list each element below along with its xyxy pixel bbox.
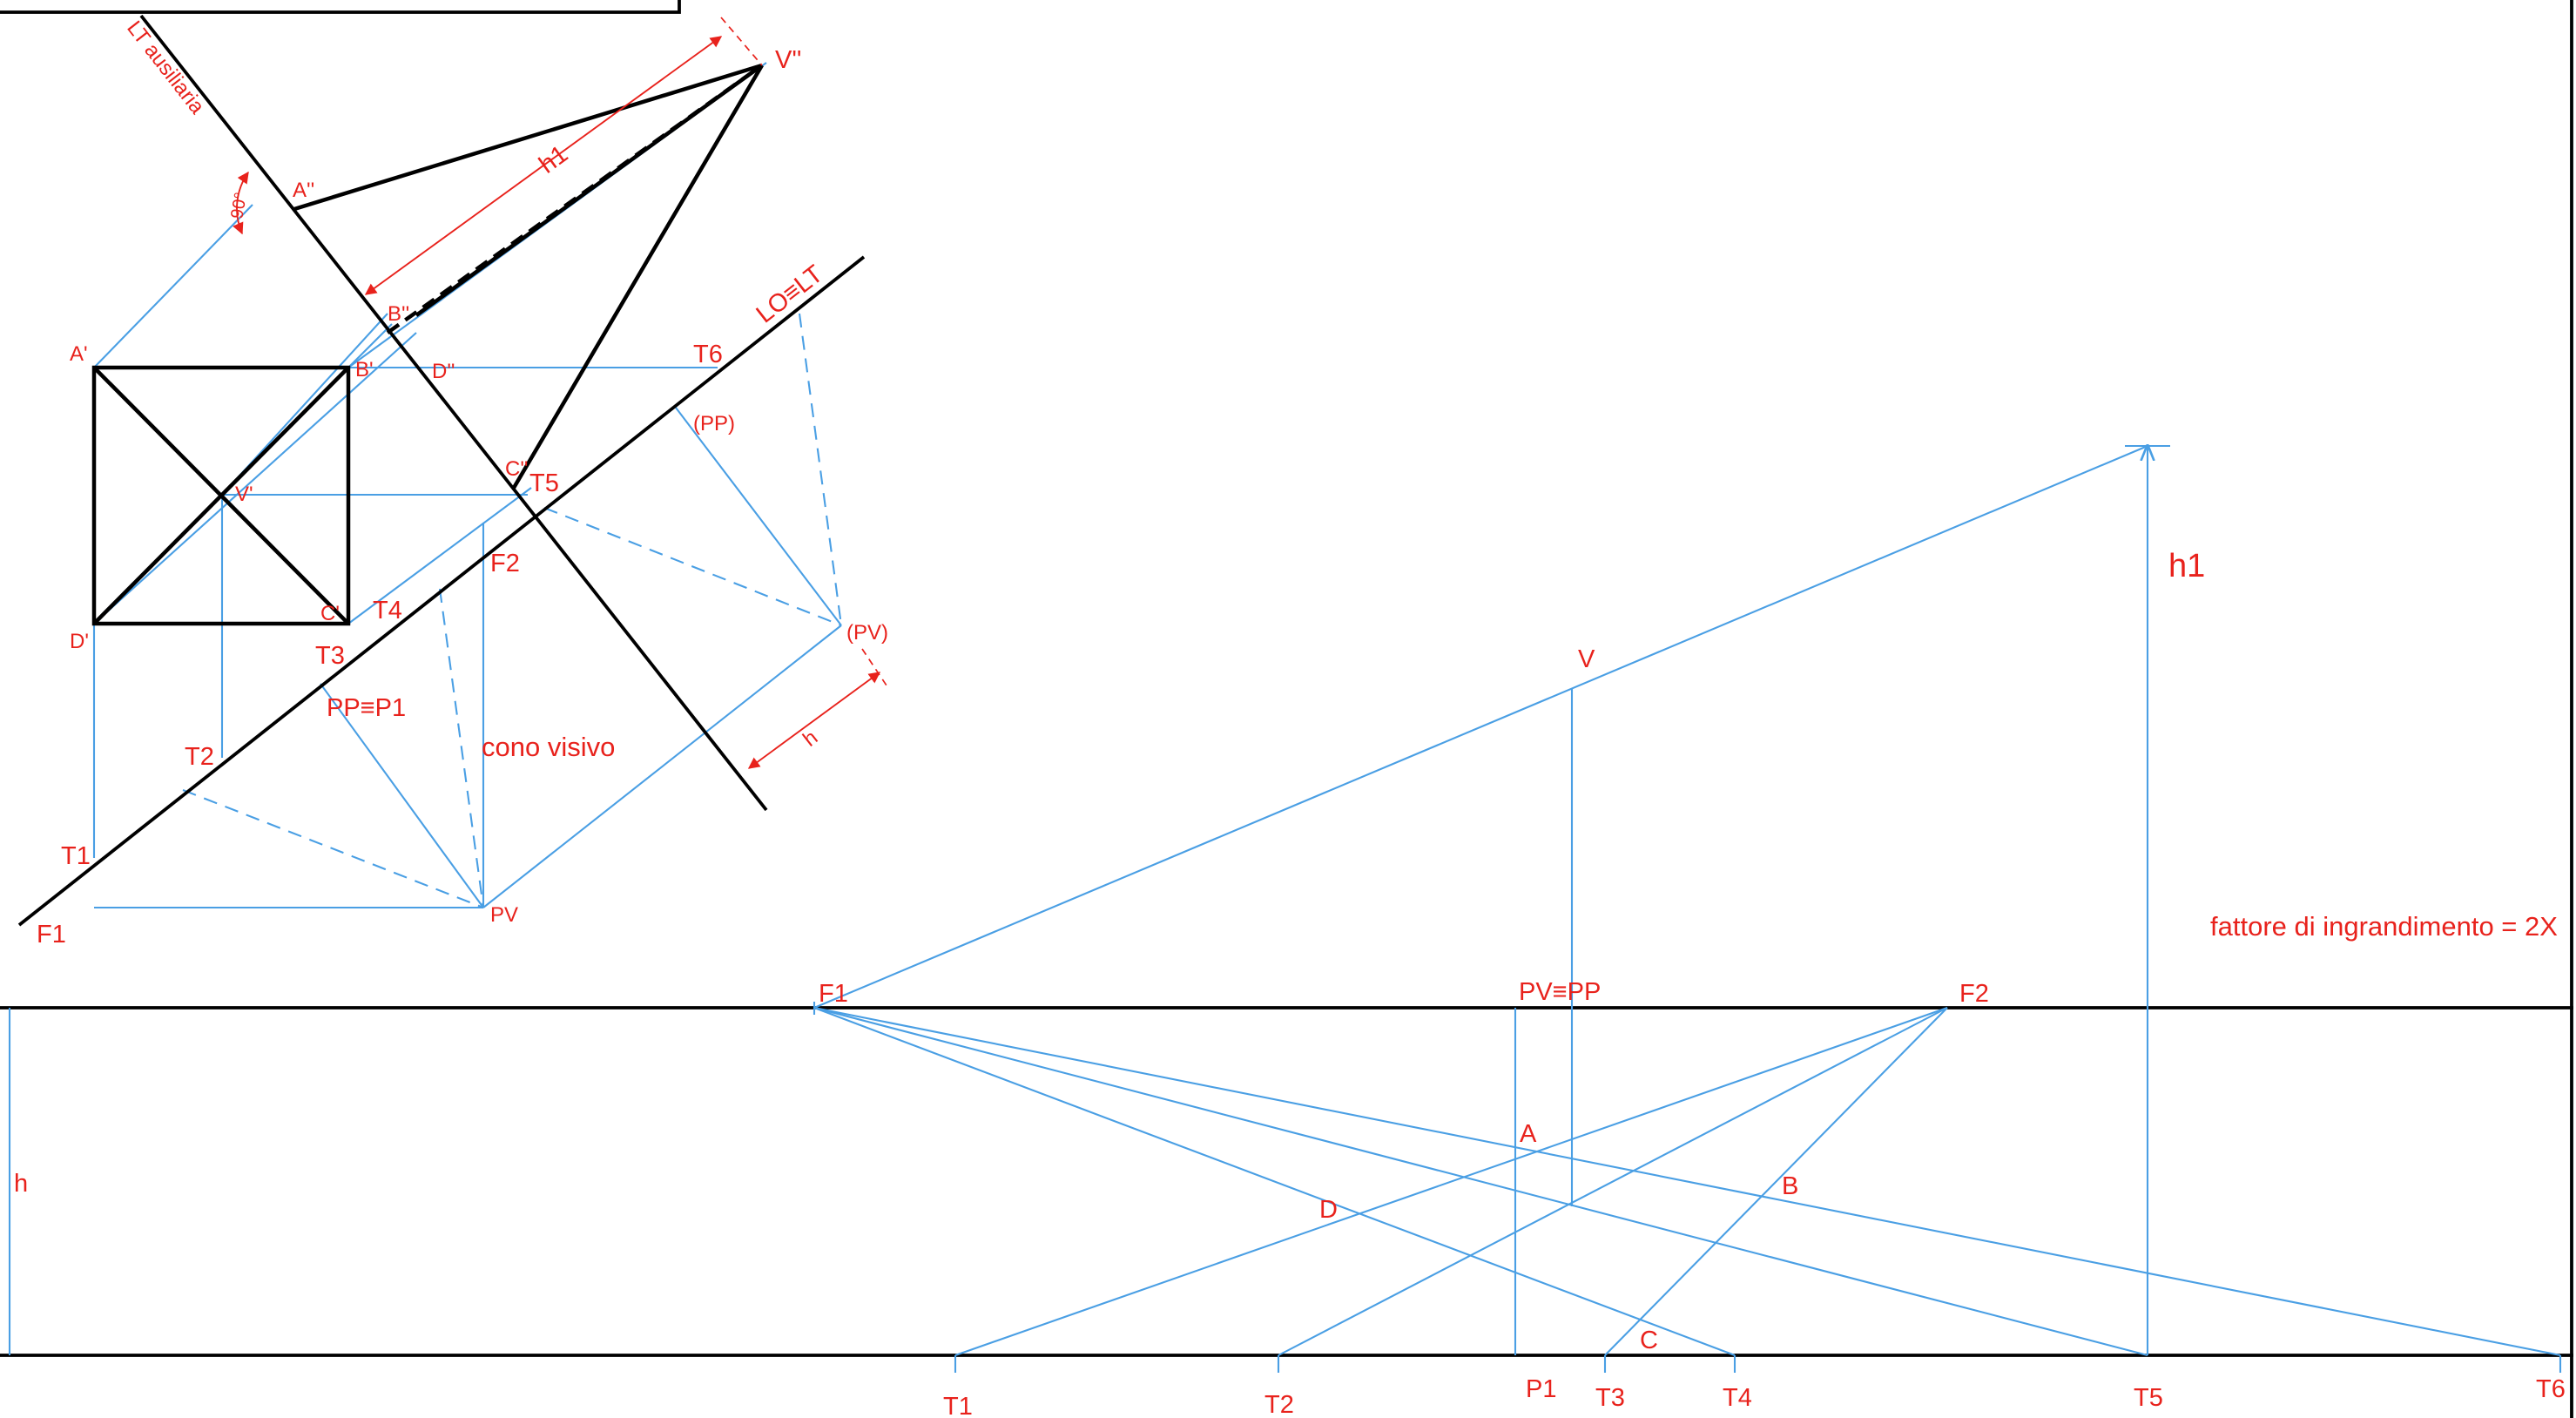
point-f1-upper-label: F1 — [37, 921, 66, 949]
lt-auxiliary-line — [139, 14, 768, 812]
point-a2-label: A'' — [293, 179, 314, 202]
point-c-label: C — [1640, 1327, 1658, 1354]
point-b-label: B — [1782, 1172, 1798, 1200]
h1-label: h1 — [2168, 548, 2205, 584]
point-pv-label: PV — [490, 903, 518, 927]
point-pv-rot-label: (PV) — [846, 621, 888, 645]
point-v2-label: V'' — [775, 46, 801, 74]
h-dimension-label: h — [799, 726, 822, 752]
point-c2-label: C'' — [505, 457, 529, 481]
point-d1-label: D' — [70, 630, 89, 653]
point-d-label: D — [1319, 1196, 1338, 1224]
point-pv-pp-label: PV≡PP — [1519, 978, 1601, 1006]
point-t5-upper-label: T5 — [529, 469, 559, 497]
scale-factor-note: fattore di ingrandimento = 2X — [2210, 911, 2558, 942]
cone-visivo-label: cono visivo — [482, 732, 615, 762]
point-b2-label: B'' — [388, 302, 409, 326]
h-label: h — [14, 1170, 28, 1198]
point-f1-label: F1 — [819, 980, 848, 1008]
point-t1-label: T1 — [943, 1393, 973, 1418]
perspective-construction: V h1 F1 F2 PV≡PP A B C D h T1 T2 P1 T3 T… — [8, 446, 2566, 1418]
upper-blue-lines — [92, 62, 843, 909]
point-t6-upper-label: T6 — [693, 341, 723, 368]
point-t4-upper-label: T4 — [373, 597, 402, 625]
point-pp-rot-label: (PP) — [693, 412, 735, 436]
point-t4-label: T4 — [1723, 1384, 1752, 1412]
angle-label: 90° — [227, 191, 251, 220]
h1-dimension-label: h1 — [534, 140, 573, 179]
point-v1-label: V' — [235, 483, 253, 506]
point-t5-label: T5 — [2134, 1384, 2163, 1412]
point-pp-p1-label: PP≡P1 — [327, 694, 406, 722]
point-t2-upper-label: T2 — [185, 743, 214, 771]
point-b1-label: B' — [355, 358, 374, 382]
aux-pyramid — [293, 63, 764, 490]
plan-square — [91, 365, 351, 626]
dimensions — [233, 17, 889, 769]
point-f2-label: F2 — [1959, 980, 1989, 1008]
lt-auxiliary-label: LT ausiliaria — [122, 17, 209, 118]
point-a-label: A — [1520, 1120, 1537, 1148]
point-d2-label: D'' — [432, 360, 455, 383]
upper-construction: LT ausiliaria 90° h1 LO≡LT h cono visivo… — [17, 14, 889, 949]
point-t2-label: T2 — [1264, 1391, 1294, 1418]
point-v-label: V — [1578, 645, 1595, 673]
point-f2-upper-label: F2 — [490, 550, 520, 577]
point-t1-upper-label: T1 — [61, 842, 91, 870]
point-t6-label: T6 — [2536, 1375, 2566, 1403]
lo-lt-line — [17, 255, 866, 927]
point-t3-label: T3 — [1595, 1384, 1625, 1412]
point-c1-label: C' — [320, 602, 340, 625]
point-a1-label: A' — [70, 342, 88, 366]
point-t3-upper-label: T3 — [315, 642, 345, 670]
point-p1-label: P1 — [1526, 1375, 1556, 1403]
